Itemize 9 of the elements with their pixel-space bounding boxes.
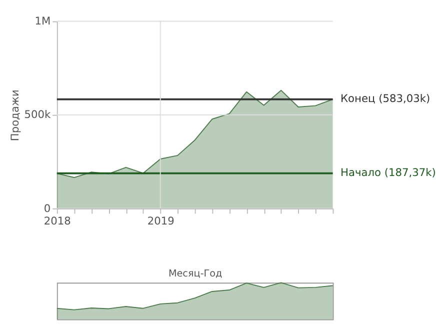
y-tick-label: 0 (44, 202, 51, 215)
y-tick-label: 500k (24, 108, 52, 122)
y-tick-label: 1M (34, 14, 51, 28)
ref-line-label: Конец (583,03k) (340, 92, 430, 106)
ref-line-label: Начало (187,37k) (340, 166, 436, 180)
x-tick-label: 2018 (44, 214, 72, 228)
x-tick-label: 2019 (147, 214, 174, 228)
y-axis-title: Продажи (8, 90, 22, 142)
x-axis-title: Месяц-Год (168, 268, 223, 280)
